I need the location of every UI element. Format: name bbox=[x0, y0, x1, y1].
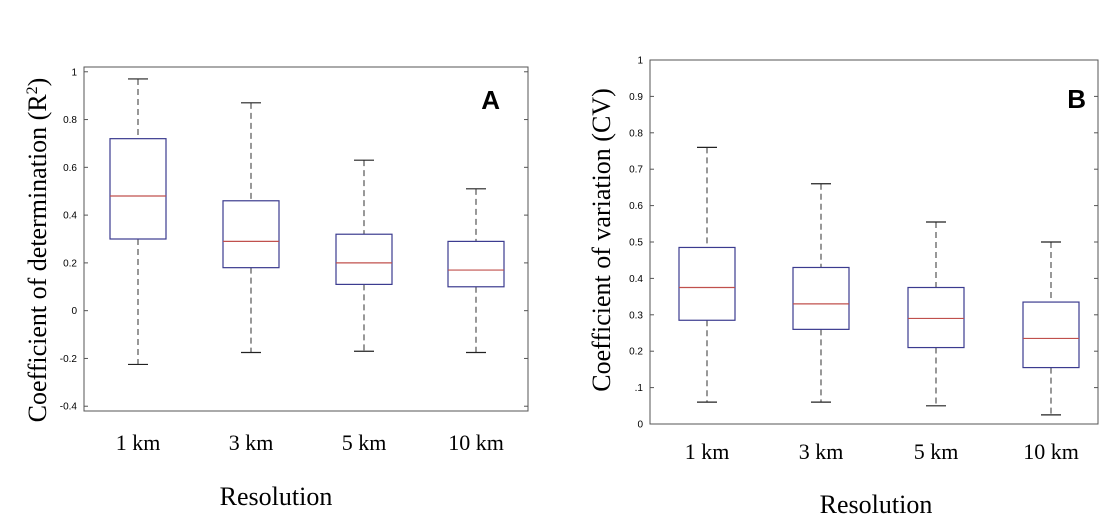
panel-b-label: B bbox=[1067, 84, 1086, 114]
box-1-km bbox=[109, 78, 167, 366]
box-5-km bbox=[335, 159, 393, 352]
panel-a-y-axis-title-main: Coefficient of determination (R bbox=[23, 94, 52, 423]
panel-b-x-categories: 1 km 3 km 5 km 10 km bbox=[685, 439, 1079, 464]
y-tick-label: 0.7 bbox=[629, 165, 643, 176]
panel-a-boxes bbox=[109, 78, 505, 366]
iqr-box bbox=[907, 286, 965, 349]
panel-a: -0.4 -0.2 0 0.2 0.4 0.6 0.8 1 1 km 3 km 5 km 10 km… bbox=[23, 66, 529, 511]
x-category-label: 5 km bbox=[914, 439, 959, 464]
y-tick-label: -0.4 bbox=[60, 402, 78, 413]
panel-a-plot-frame bbox=[83, 66, 529, 412]
y-tick-label: 0.2 bbox=[629, 347, 643, 358]
panel-a-y-ticks: -0.4 -0.2 0 0.2 0.4 0.6 0.8 1 bbox=[60, 67, 528, 413]
y-tick-label: -0.2 bbox=[60, 354, 78, 365]
iqr-box bbox=[678, 246, 736, 321]
x-category-label: 3 km bbox=[799, 439, 844, 464]
x-category-label: 1 km bbox=[116, 430, 161, 455]
iqr-box bbox=[1022, 301, 1080, 369]
x-category-label: 10 km bbox=[448, 430, 504, 455]
panel-a-y-axis-title: Coefficient of determination (R2) bbox=[23, 78, 52, 423]
y-tick-label: 0.4 bbox=[63, 211, 77, 222]
y-tick-label: 0.8 bbox=[63, 115, 77, 126]
panel-b-x-axis-title: Resolution bbox=[820, 490, 933, 518]
y-tick-label: 0 bbox=[637, 420, 643, 431]
box-5-km bbox=[907, 221, 965, 407]
y-tick-label: 1 bbox=[71, 67, 77, 78]
y-tick-label: 0.2 bbox=[63, 258, 77, 269]
panel-b-plot-frame bbox=[649, 59, 1099, 425]
y-tick-label: 0.6 bbox=[63, 163, 77, 174]
panel-a-x-axis-title: Resolution bbox=[220, 482, 333, 511]
iqr-box bbox=[335, 233, 393, 285]
y-tick-label: 0 bbox=[71, 306, 77, 317]
y-tick-label: 0.3 bbox=[629, 310, 643, 321]
box-10-km bbox=[447, 188, 505, 354]
x-category-label: 3 km bbox=[229, 430, 274, 455]
iqr-box bbox=[447, 240, 505, 288]
iqr-box bbox=[222, 200, 280, 269]
iqr-box bbox=[109, 138, 167, 240]
panel-a-y-axis-title-close: ) bbox=[23, 78, 52, 87]
y-tick-label: 1 bbox=[637, 56, 643, 67]
iqr-box bbox=[792, 266, 850, 330]
y-tick-label: 0.8 bbox=[629, 128, 643, 139]
y-tick-label: .1 bbox=[635, 383, 644, 394]
y-tick-label: 0.4 bbox=[629, 274, 643, 285]
panel-b-boxes bbox=[678, 146, 1080, 416]
box-1-km bbox=[678, 146, 736, 403]
x-category-label: 5 km bbox=[342, 430, 387, 455]
panel-a-y-axis-title-superscript: 2 bbox=[24, 86, 41, 94]
panel-a-x-categories: 1 km 3 km 5 km 10 km bbox=[116, 430, 504, 455]
y-tick-label: 0.6 bbox=[629, 201, 643, 212]
y-tick-label: 0.5 bbox=[629, 238, 643, 249]
panel-b-y-axis-title: Coefficient of variation (CV) bbox=[587, 88, 616, 391]
x-category-label: 10 km bbox=[1023, 439, 1079, 464]
x-category-label: 1 km bbox=[685, 439, 730, 464]
panel-a-label: A bbox=[481, 85, 500, 115]
box-3-km bbox=[792, 183, 850, 403]
panel-b: 0 .1 0.2 0.3 0.4 0.5 0.6 0.7 0.8 0.9 1 1 km 3 km 5 k… bbox=[587, 56, 1099, 518]
panel-b-y-ticks: 0 .1 0.2 0.3 0.4 0.5 0.6 0.7 0.8 0.9 1 bbox=[629, 56, 1098, 431]
box-10-km bbox=[1022, 241, 1080, 416]
box-3-km bbox=[222, 102, 280, 354]
y-tick-label: 0.9 bbox=[629, 92, 643, 103]
